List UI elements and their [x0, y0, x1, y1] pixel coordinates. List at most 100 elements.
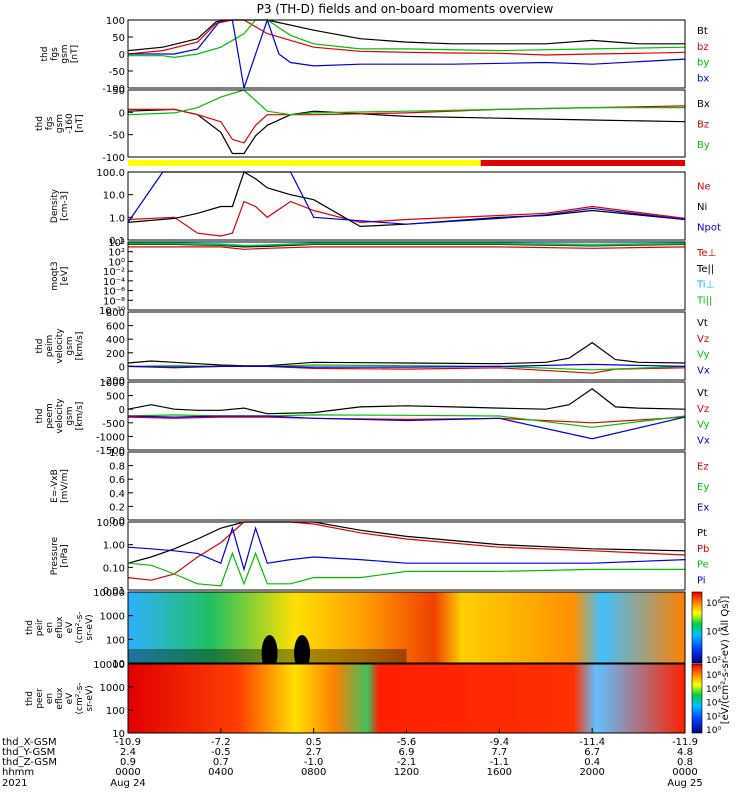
legend-by: by	[697, 58, 709, 69]
y-tick-label: 10.00	[96, 518, 125, 529]
y-tick-label: 10	[112, 729, 125, 740]
y-axis-label: gsm	[65, 406, 75, 425]
series-pt-line	[127, 521, 686, 564]
y-tick-label: 0	[119, 405, 125, 416]
y-axis-label: Pressure	[50, 536, 60, 575]
y-axis-label: [eV]	[60, 267, 70, 286]
y-tick-label: 1.0	[109, 448, 125, 459]
legend-bx: bx	[697, 74, 709, 85]
status-bar-yellow	[128, 160, 481, 166]
x-date-label: Aug 24	[110, 778, 145, 789]
y-axis-label: moqt3	[50, 261, 60, 290]
colorbar-tick-label: 10⁶	[706, 685, 721, 695]
y-tick-label: -200	[102, 376, 125, 387]
y-axis-label: [km/s]	[75, 332, 85, 361]
x-tick-label: -10.9	[115, 737, 141, 748]
y-tick-label: 0.10	[103, 563, 125, 574]
panel-density: Ne Ni Npot 100.0 10.0 1.0 0.1 Density [cm-3]	[50, 168, 721, 247]
legend-ez: Ez	[697, 461, 709, 472]
y-tick-label: 10.0	[103, 191, 125, 202]
y-tick-label: 1000	[100, 683, 125, 694]
y-tick-label: 500	[106, 392, 125, 403]
y-tick-label: -100	[102, 153, 125, 164]
series-pe-line	[127, 551, 685, 587]
x-row-label: 2021	[2, 778, 27, 789]
colorbar-tick-label: 10⁶	[706, 599, 721, 609]
x-tick-label: -7.2	[211, 737, 231, 748]
y-axis-label: thd	[25, 691, 35, 706]
y-tick-label: 800	[106, 308, 125, 319]
x-row-label: thd_Y-GSM	[2, 747, 55, 758]
x-tick-label: 1600	[487, 767, 512, 778]
y-tick-label: 100	[106, 706, 125, 717]
x-tick-label: -0.5	[211, 747, 231, 758]
legend-bz: Bz	[697, 120, 709, 131]
legend-ey: Ey	[697, 482, 709, 493]
x-tick-label: 2.7	[306, 747, 322, 758]
panel-frame	[127, 591, 686, 664]
x-tick-label: -1.1	[490, 757, 510, 768]
legend-ti: Ti||	[696, 296, 712, 307]
y-axis-label: gsm	[65, 336, 75, 355]
panel-frame	[127, 311, 686, 381]
legend-vy: Vy	[697, 350, 710, 361]
y-axis-label: [nT]	[75, 114, 85, 132]
y-tick-label: 100.0	[96, 168, 125, 179]
colorbar-label: [eV/(cm²-s-sr-eV) (All Qs)]	[720, 596, 731, 725]
x-tick-label: 0000	[115, 767, 140, 778]
x-tick-label: 6.7	[584, 747, 600, 758]
y-tick-label: 10⁻²	[103, 267, 125, 278]
series-bt-line	[127, 19, 685, 52]
y-axis-label: en	[45, 622, 55, 633]
x-tick-label: 0.8	[677, 757, 693, 768]
y-axis-label: velocity	[55, 398, 65, 434]
y-axis-label: [km/s]	[75, 402, 85, 431]
y-axis-label: eflux	[55, 687, 65, 710]
series-ne-line	[127, 200, 686, 237]
panel-fgs: Bt bz by bx 100 50 0 -50 -100 thd fgs gsm [nT]	[40, 16, 709, 95]
x-tick-label: 0000	[672, 767, 697, 778]
legend-vy: Vy	[697, 420, 710, 431]
y-tick-label: -1000	[96, 432, 125, 443]
y-tick-label: 10000	[93, 660, 125, 671]
x-tick-label: -9.4	[490, 737, 510, 748]
y-tick-label: 200	[106, 349, 125, 360]
y-tick-label: 50	[112, 86, 125, 97]
panel-frame	[127, 521, 686, 591]
y-tick-label: 1.0	[109, 213, 125, 224]
panel-peer: 10⁸ 10⁶ 10⁴ 10² 10⁰ 10000 1000 100 10 thd peer en ef…	[25, 660, 721, 740]
panel-e_vxb: Ez Ey Ex 1.0 0.8 0.6 0.4 0.2 0.0 E=-VxB [mV/m]	[50, 448, 709, 527]
y-axis-label: thd	[40, 47, 50, 62]
y-tick-label: 10⁰	[108, 257, 125, 268]
legend-vx: Vx	[697, 366, 710, 377]
series-vy-line	[127, 364, 686, 371]
y-axis-label: eV	[65, 621, 75, 634]
y-axis-label: fgs	[50, 47, 60, 61]
legend-pb: Pb	[697, 544, 709, 555]
y-tick-label: 0	[119, 108, 125, 119]
x-date-label: Aug 25	[667, 778, 702, 789]
y-tick-label: 10	[112, 659, 125, 670]
y-axis-label: thd	[35, 339, 45, 354]
y-tick-label: -100	[102, 84, 125, 95]
x-tick-label: 0.5	[306, 737, 322, 748]
panel-frame	[127, 89, 686, 158]
y-axis-label: (cm²-s-	[75, 682, 85, 714]
y-axis-label: thd	[35, 116, 45, 131]
y-axis-label: E=-VxB	[50, 469, 60, 503]
x-tick-label: 0.4	[584, 757, 600, 768]
y-tick-label: -50	[109, 131, 125, 142]
legend-te: Te⊥	[696, 248, 716, 259]
x-tick-label: 4.8	[677, 747, 693, 758]
x-tick-label: 2.4	[120, 747, 136, 758]
panel-frame	[127, 171, 686, 241]
y-axis-label: [nPa]	[60, 544, 70, 567]
y-tick-label: 10000	[93, 588, 125, 599]
series-vt-line	[127, 388, 686, 415]
x-row-label: hhmm	[2, 767, 34, 778]
y-tick-label: -500	[102, 419, 125, 430]
x-tick-label: 1200	[394, 767, 419, 778]
panel-peim: Vt Vz Vy Vx 800 600 400 200 0 -200 thd peim velocity…	[35, 308, 710, 387]
